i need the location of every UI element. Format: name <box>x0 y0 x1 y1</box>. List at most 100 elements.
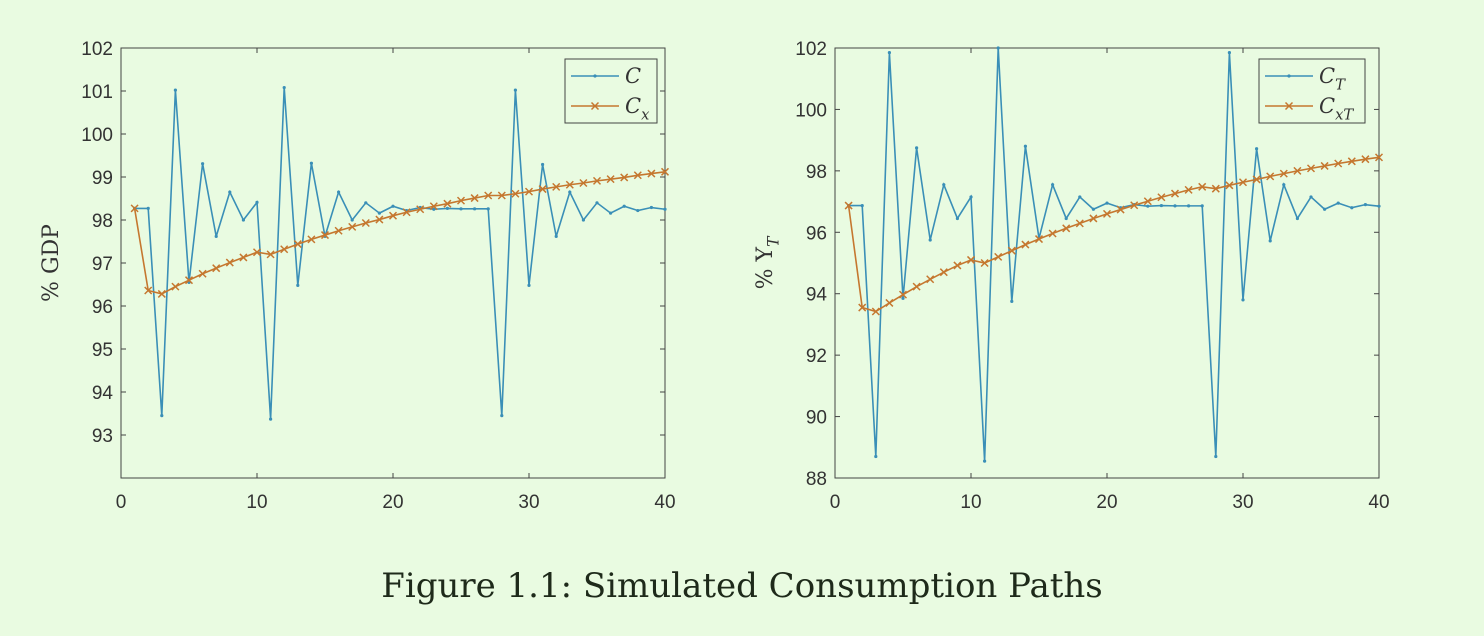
data-point <box>1225 181 1234 190</box>
data-point <box>953 261 962 270</box>
y-tick-label: 94 <box>92 383 114 404</box>
data-point <box>1266 172 1275 181</box>
data-point <box>225 258 234 267</box>
data-point <box>1159 203 1163 208</box>
data-point <box>1091 207 1095 211</box>
data-point <box>484 191 493 200</box>
data-point <box>416 205 425 214</box>
data-point <box>554 234 558 238</box>
data-point <box>402 208 411 217</box>
data-point <box>915 146 919 150</box>
data-point <box>1255 147 1259 151</box>
data-point <box>228 190 232 194</box>
data-point <box>1130 201 1139 210</box>
data-point <box>1214 454 1218 459</box>
data-point <box>663 207 667 211</box>
data-point <box>1023 144 1027 148</box>
x-tick-label: 20 <box>1096 492 1117 513</box>
data-point <box>527 283 531 287</box>
legend-label: CxT <box>1319 94 1354 123</box>
data-point <box>350 218 354 222</box>
x-tick-label: 30 <box>518 492 539 513</box>
data-point <box>1306 164 1316 173</box>
data-point <box>649 205 654 210</box>
data-point <box>1374 153 1384 162</box>
data-point <box>1021 240 1030 249</box>
data-point <box>1157 193 1166 202</box>
chart-panel-1: 0 10 20 30 40 93 94 95 96 97 98 99 100 101 102 % GDP C Cx <box>39 39 676 513</box>
data-point <box>1173 204 1177 208</box>
y-tick-label: 90 <box>806 408 827 429</box>
data-point <box>636 208 640 213</box>
data-point <box>443 199 452 208</box>
legend-label: C <box>625 64 641 88</box>
data-point <box>214 234 218 238</box>
data-point <box>173 88 177 92</box>
data-point <box>1334 159 1343 168</box>
data-point <box>1211 184 1220 193</box>
y-tick-label: 96 <box>92 297 113 318</box>
y-tick-label: 88 <box>806 469 827 490</box>
data-point <box>1184 185 1193 194</box>
data-point <box>459 207 463 211</box>
x-tick-label: 40 <box>1368 492 1389 513</box>
data-point <box>1377 204 1381 208</box>
data-point <box>348 222 357 231</box>
y-tick-label: 92 <box>806 346 827 367</box>
x-tick-label: 10 <box>246 492 267 513</box>
data-point <box>609 211 613 215</box>
x-tick-label: 30 <box>1232 492 1253 513</box>
data-point <box>538 185 547 194</box>
data-point <box>157 289 166 298</box>
data-point <box>146 206 150 210</box>
data-point <box>1089 214 1098 223</box>
data-point <box>901 296 905 300</box>
data-point <box>269 417 273 421</box>
data-point <box>565 180 574 189</box>
data-point <box>1064 216 1068 221</box>
data-point <box>511 189 520 198</box>
data-point <box>241 218 245 222</box>
data-point <box>513 88 518 92</box>
data-point <box>388 211 398 220</box>
data-point <box>871 307 880 316</box>
data-point <box>307 235 316 244</box>
data-point <box>473 207 477 211</box>
y-axis-label: % YT <box>753 235 783 289</box>
legend-box <box>564 58 658 124</box>
data-point <box>579 178 588 188</box>
data-point <box>568 190 572 194</box>
data-point <box>1048 229 1057 238</box>
data-point <box>955 216 960 221</box>
data-point <box>541 162 545 167</box>
series-line <box>134 87 666 420</box>
data-point <box>377 211 381 215</box>
data-point <box>606 175 615 184</box>
data-point <box>942 183 946 187</box>
data-point <box>939 268 948 277</box>
data-point <box>361 218 370 228</box>
data-point <box>1227 51 1231 55</box>
data-point <box>898 290 908 299</box>
x-tick-label: 20 <box>382 492 403 513</box>
data-point <box>160 414 164 418</box>
y-tick-label: 93 <box>92 426 113 447</box>
y-tick-label: 102 <box>795 39 827 60</box>
y-tick-label: 95 <box>92 340 113 361</box>
data-point <box>887 51 892 55</box>
data-point <box>1309 195 1313 199</box>
data-point <box>1282 183 1286 187</box>
legend-marker <box>590 101 600 111</box>
data-point <box>470 194 479 203</box>
y-tick-label: 102 <box>81 39 113 60</box>
data-point <box>1062 224 1071 233</box>
data-point <box>429 202 438 211</box>
data-point <box>1116 205 1125 214</box>
data-point <box>524 187 534 196</box>
data-point <box>844 201 853 210</box>
data-point <box>1170 189 1180 198</box>
x-tick-label: 0 <box>830 492 841 513</box>
legend-box <box>1258 58 1366 124</box>
